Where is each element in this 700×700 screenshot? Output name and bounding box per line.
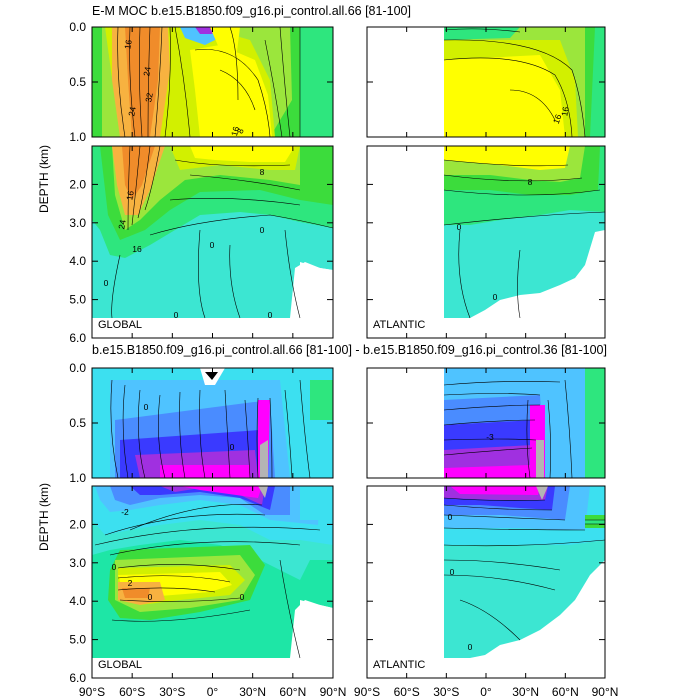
x-tick-label: 90°S: [354, 685, 380, 699]
x-tick-label: 90°S: [79, 685, 105, 699]
contour-value-label: 24: [141, 66, 153, 77]
y-tick-label: 2.0: [69, 177, 86, 191]
x-tick-label: 60°N: [279, 685, 306, 699]
y-tick-label: 3.0: [69, 556, 86, 570]
x-tick-label: 60°N: [552, 685, 579, 699]
x-tick-label: 30°S: [433, 685, 459, 699]
region-label: ATLANTIC: [373, 659, 425, 671]
contour-value-label: 0: [450, 567, 455, 577]
contour-value-label: 16: [124, 190, 136, 201]
x-tick-label: 30°N: [512, 685, 539, 699]
y-tick-label: 3.0: [69, 216, 86, 230]
y-tick-label: 6.0: [69, 331, 86, 345]
region-label: ATLANTIC: [373, 319, 425, 331]
contour-value-label: 16: [229, 125, 241, 137]
y-tick-label: 4.0: [69, 254, 86, 268]
contour-value-label: 0: [144, 402, 149, 412]
contour-value-label: 0: [493, 292, 498, 302]
y-tick-label: 6.0: [69, 671, 86, 685]
contour-value-label: 16: [132, 244, 142, 254]
contour-value-label: 0: [112, 562, 117, 572]
x-tick-label: 30°S: [159, 685, 185, 699]
contour-value-label: 0: [240, 592, 245, 602]
contour-value-label: 24: [126, 106, 138, 117]
region-label: GLOBAL: [98, 659, 142, 671]
y-tick-label: 0.0: [69, 361, 86, 375]
contour-value-label: 8: [260, 167, 265, 177]
contour-value-label: 0: [268, 310, 273, 320]
y-tick-label: 4.0: [69, 594, 86, 608]
y-tick-label: 5.0: [69, 293, 86, 307]
x-tick-label: 0°: [207, 685, 219, 699]
contour-value-label: 2: [128, 578, 133, 588]
contour-value-label: 16: [122, 39, 134, 50]
x-tick-label: 60°S: [394, 685, 420, 699]
y-tick-label: 0.0: [69, 20, 86, 34]
contour-value-label: 0: [210, 240, 215, 250]
x-tick-label: 90°N: [592, 685, 619, 699]
y-tick-label: 1.0: [69, 130, 86, 144]
top-figure-title: E-M MOC b.e15.B1850.f09_g16.pi_control.a…: [92, 4, 411, 18]
region-label: GLOBAL: [98, 319, 142, 331]
x-tick-label: 90°N: [320, 685, 347, 699]
contour-value-label: 0: [148, 592, 153, 602]
y-tick-label: 5.0: [69, 633, 86, 647]
contour-value-label: 32: [143, 92, 155, 103]
contour-value-label: 16: [551, 113, 564, 126]
bottom-figure-title: b.e15.B1850.f09_g16.pi_control.all.66 [8…: [92, 343, 607, 357]
contour-value-label: -2: [121, 507, 129, 517]
contour-value-label: 0: [174, 310, 179, 320]
contour-value-label: 0: [468, 642, 473, 652]
contour-value-label: 0: [230, 442, 235, 452]
contour-value-label: 16: [559, 106, 571, 117]
x-tick-label: 0°: [480, 685, 492, 699]
y-tick-label: 0.5: [69, 416, 86, 430]
contour-value-label: 0: [457, 222, 462, 232]
contour-value-label: 0: [448, 512, 453, 522]
contour-value-label: 8: [235, 127, 246, 135]
contour-value-label: -3: [486, 432, 494, 442]
contour-value-label: 24: [116, 219, 128, 230]
y-tick-label: 2.0: [69, 517, 86, 531]
contour-value-label: 0: [260, 225, 265, 235]
y-tick-label: 0.5: [69, 75, 86, 89]
contour-value-label: 8: [528, 177, 533, 187]
x-tick-label: 60°S: [119, 685, 145, 699]
contour-value-label: 0: [104, 278, 109, 288]
y-tick-label: 1.0: [69, 471, 86, 485]
x-tick-label: 30°N: [239, 685, 266, 699]
